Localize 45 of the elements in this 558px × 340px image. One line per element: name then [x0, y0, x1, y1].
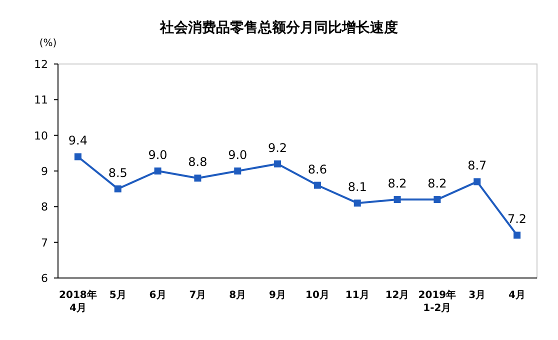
- point: [474, 178, 481, 186]
- data-label: 8.2: [388, 176, 407, 191]
- point: [514, 232, 521, 239]
- x-tick-label: 3月: [468, 290, 486, 301]
- x-tick-label: 9月: [269, 290, 286, 301]
- data-label: 9.0: [148, 148, 168, 162]
- x-tick-label: 6月: [149, 290, 166, 301]
- data-label: 8.8: [188, 155, 208, 170]
- x-tick-label: 7月: [189, 290, 206, 301]
- point: [114, 185, 122, 192]
- data-label: 9.0: [228, 148, 248, 162]
- point: [234, 168, 242, 174]
- point: [354, 200, 361, 207]
- point: [394, 196, 401, 204]
- x-tick-label: 11月: [345, 290, 370, 301]
- data-label: 8.1: [348, 180, 367, 194]
- point: [74, 153, 82, 160]
- data-label: 8.2: [428, 176, 447, 191]
- y-tick-label: 6: [41, 272, 48, 285]
- y-tick-label: 11: [34, 94, 48, 107]
- point: [274, 160, 282, 168]
- point: [194, 174, 202, 182]
- data-label: 8.5: [108, 166, 128, 180]
- y-tick-label: 9: [41, 165, 48, 178]
- point: [434, 196, 441, 204]
- y-tick-label: 12: [34, 58, 48, 71]
- point: [154, 168, 162, 174]
- x-tick-label: 2019年 1-2月: [418, 289, 456, 314]
- chart-title: 社会消费品零售总额分月同比增长速度: [159, 19, 398, 36]
- data-label: 9.4: [68, 134, 88, 148]
- x-tick-label: 5月: [109, 290, 126, 301]
- data-label: 7.2: [507, 212, 527, 226]
- data-label: 8.6: [308, 162, 328, 176]
- y-tick-label: 7: [41, 236, 48, 250]
- data-label: 8.7: [468, 158, 487, 173]
- x-tick-label: 2018年 4月: [59, 289, 97, 314]
- y-axis-title: (%): [39, 38, 57, 49]
- y-tick-label: 8: [41, 200, 48, 214]
- x-tick-label: 4月: [508, 290, 526, 301]
- x-tick-label: 12月: [385, 290, 410, 301]
- x-tick-label: 10月: [305, 290, 330, 301]
- y-tick-label: 10: [34, 129, 48, 142]
- x-tick-label: 8月: [229, 290, 246, 301]
- data-label: 9.2: [268, 140, 288, 155]
- point: [314, 182, 321, 189]
